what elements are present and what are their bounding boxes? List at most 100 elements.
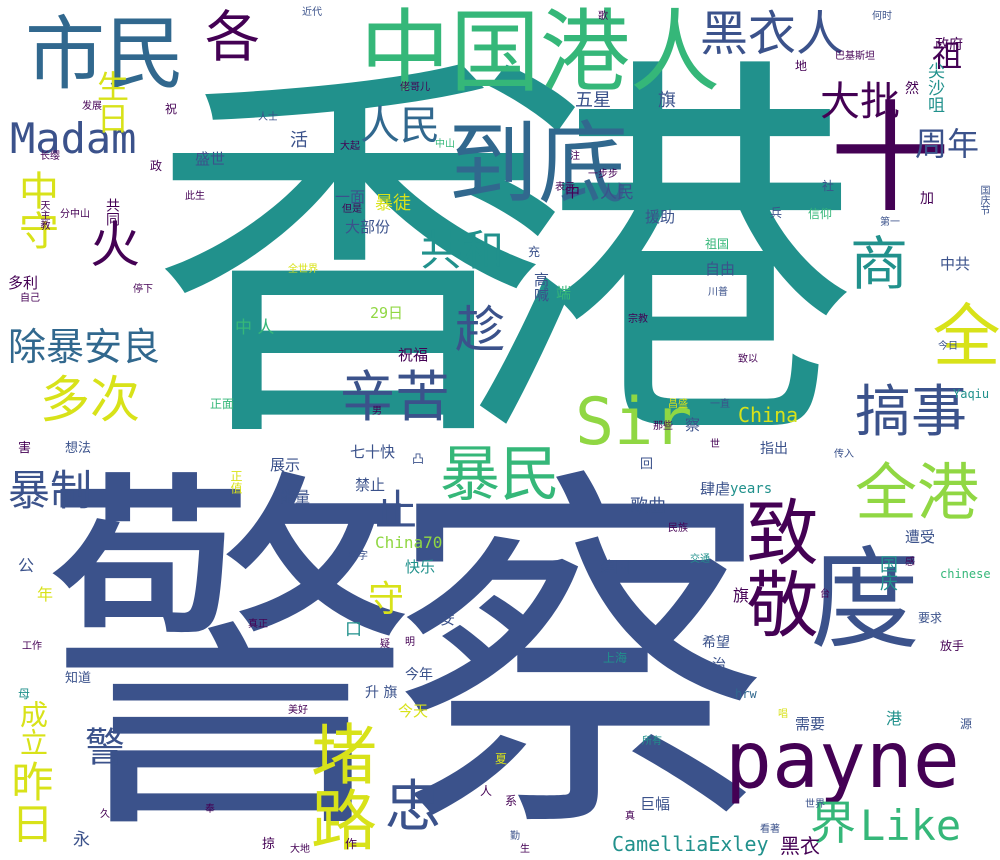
word-ziji: 自己 <box>20 293 40 304</box>
word-qin: 勤 <box>510 831 520 842</box>
word-cisheng: 此生 <box>185 191 205 202</box>
word-zhengzhi: 正值 <box>229 470 243 494</box>
word-daqi: 大起 <box>340 141 360 152</box>
word-quanshijie: 全世界 <box>288 264 318 275</box>
word-jindai: 近代 <box>302 7 322 18</box>
word-ershijiu: 29日 <box>370 304 404 322</box>
word-baomin: 暴民 <box>440 440 560 510</box>
word-gongheguo: 共和 <box>420 226 505 275</box>
word-chuanpu: 川普 <box>708 287 728 298</box>
word-jie: 界 <box>810 796 856 850</box>
word-luo: 掠 <box>262 837 276 852</box>
word-dadi: 大地 <box>290 844 310 855</box>
word-changsheng: 昌盛 <box>668 399 688 410</box>
word-guoqing: 国庆 <box>877 555 898 591</box>
word-jiaotong: 交通 <box>690 554 710 565</box>
word-payne: payne <box>725 716 960 806</box>
word-zhongxin: 忠 <box>385 775 441 840</box>
word-xinku: 辛苦 <box>340 365 451 429</box>
word-zhongren: 中 人 <box>235 318 275 338</box>
word-yimian: 一面 <box>335 188 366 206</box>
word-years: years <box>730 481 773 497</box>
word-zaoshou: 遭受 <box>905 528 936 546</box>
word-kou: 口 <box>345 620 362 640</box>
word-xianggang: 香港 <box>150 27 855 492</box>
word-fazhan: 发展 <box>82 101 102 112</box>
word-xinyang: 信仰 <box>808 207 833 221</box>
word-suoyou: 所有 <box>642 736 662 747</box>
word-du: 度 <box>810 536 920 664</box>
word-zhong: 中 <box>565 183 581 201</box>
word-qi2: 旗 <box>733 586 750 605</box>
word-zhengfu: 政府 <box>935 37 963 53</box>
word-chong: 充 <box>528 245 541 259</box>
word-yizhi: 一直 <box>710 399 730 410</box>
word-zhufu: 祝福 <box>398 346 429 364</box>
word-jing-small: 警 <box>85 725 125 771</box>
word-gequ: 歌曲 <box>630 496 666 517</box>
word-feng: 奉 <box>205 804 215 815</box>
word-daodi: 到底 <box>448 112 628 217</box>
word-ziyou: 自由 <box>705 260 736 278</box>
word-xuyao: 需要 <box>795 715 826 733</box>
word-zhijing: 致敬 <box>734 495 818 639</box>
word-zuori: 昨日 <box>5 760 54 844</box>
word-yuan: 源 <box>960 717 973 731</box>
word-gaohan: 高喊 <box>532 272 550 302</box>
word-gongtong: 共同 <box>104 198 120 226</box>
word-zhidao: 知道 <box>65 671 92 686</box>
word-kanzhe: 看著 <box>760 824 780 835</box>
word-camellia: CamelliaExley <box>612 832 769 856</box>
word-nian: 年 <box>37 585 54 604</box>
word-dabufen: 大部份 <box>345 218 391 236</box>
word-changying: 长缨 <box>40 151 60 162</box>
word-like: Like <box>860 801 962 850</box>
word-zhiyi: 致以 <box>738 354 758 365</box>
word-gang: 港 <box>883 710 902 726</box>
word-minzu: 民族 <box>668 523 688 534</box>
word-nage: 那些 <box>653 421 673 432</box>
word-heiyiren: 黑衣人 <box>700 6 845 62</box>
word-renmin: 人民 <box>360 103 440 149</box>
word-cha: 察 <box>685 416 701 434</box>
word-jinri: 今日 <box>938 341 958 352</box>
word-tingxia: 停下 <box>133 284 153 295</box>
word-mu: 母 <box>18 687 31 701</box>
word-dapi: 大批 <box>820 79 900 125</box>
word-zhen: 趁 <box>455 301 505 359</box>
word-zhi-govern: 治 <box>712 657 726 673</box>
word-zhongshou: 中守 <box>12 170 58 250</box>
word-duzuo: 堵路 <box>300 720 377 852</box>
word-gan: 感 <box>905 557 915 568</box>
word-chang: 唱 <box>778 709 788 720</box>
word-ming: 明 <box>405 637 415 648</box>
word-an: 安 <box>440 610 456 628</box>
word-qishikuai: 七十快 <box>350 443 396 461</box>
word-yibuyibu: 一步步 <box>588 169 618 180</box>
word-xiangfa: 想法 <box>65 441 92 456</box>
word-xiwang: 希望 <box>702 635 730 651</box>
word-quan: 全 <box>920 300 999 368</box>
word-duoli: 多利 <box>8 274 39 292</box>
word-xi: 系 <box>505 794 518 808</box>
word-shang: 商 <box>850 230 909 298</box>
word-haijiao: 害 <box>18 441 32 456</box>
word-qi: 旗 <box>658 90 676 111</box>
word-yi: 疑 <box>380 639 390 650</box>
word-yaoqiu: 要求 <box>918 611 943 625</box>
word-di1: 第一 <box>880 217 900 228</box>
word-china70: China70 <box>375 533 443 552</box>
word-yuanzhu: 援助 <box>645 208 676 226</box>
word-zheng: 政 <box>150 159 163 173</box>
word-shijie: 世界 <box>805 799 825 810</box>
word-zu: 祖 <box>926 40 961 70</box>
word-huo: 火 <box>90 216 140 274</box>
word-shi-world: 世 <box>710 439 720 450</box>
word-zhengmian: 正面 <box>210 397 235 411</box>
word-hrw: hrw <box>735 687 757 701</box>
word-zhonggong: 中共 <box>940 255 971 273</box>
word-zhu: 祝 <box>165 102 178 116</box>
word-chengli: 成立 <box>16 700 49 756</box>
word-zhenzheng: 真正 <box>248 619 268 630</box>
